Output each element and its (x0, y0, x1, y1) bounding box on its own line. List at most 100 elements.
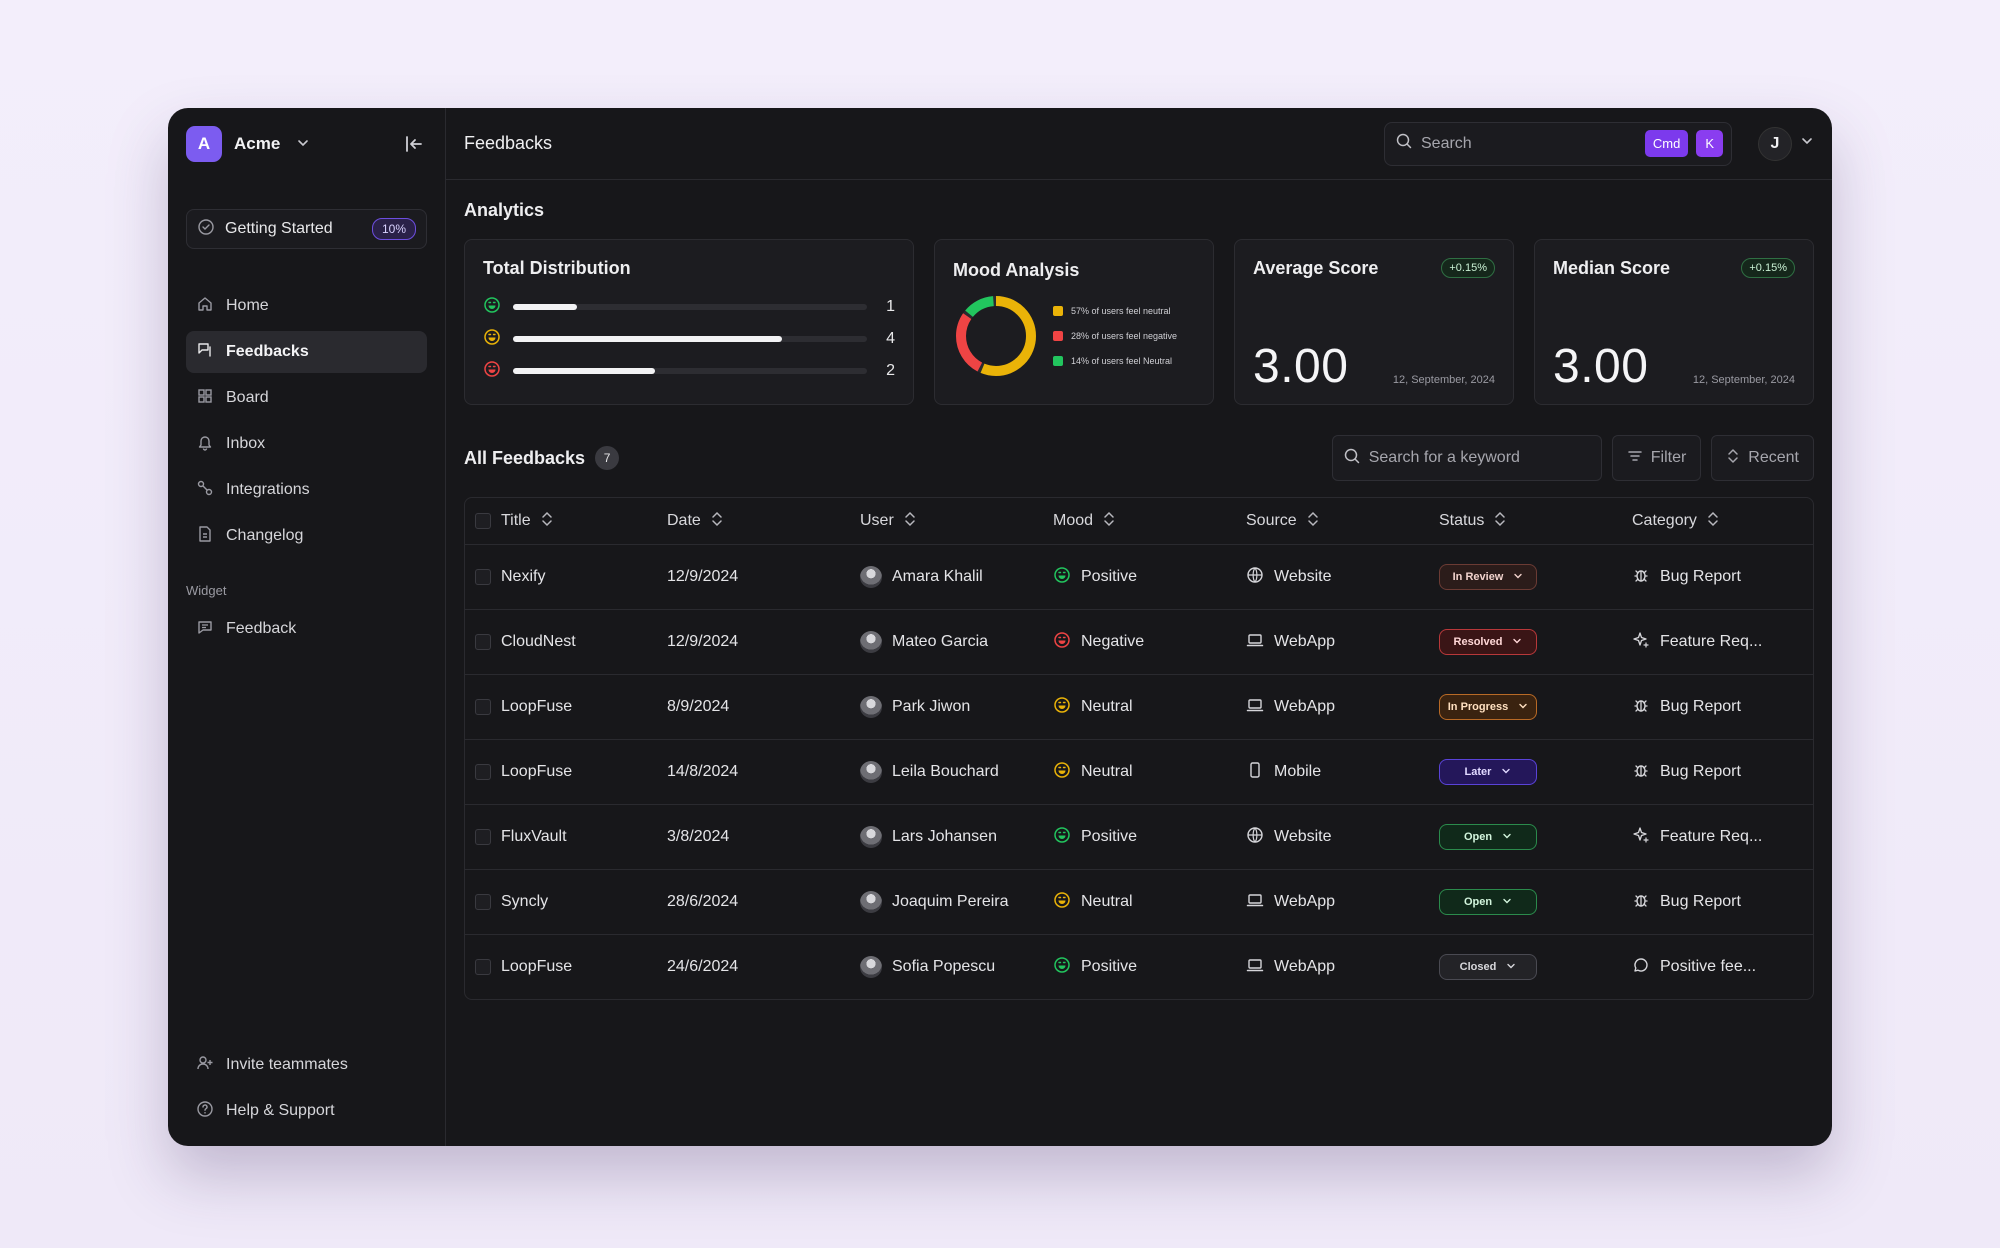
column-header-title[interactable]: Title (501, 511, 667, 532)
user-menu[interactable]: J (1758, 126, 1814, 161)
cell-mood: Positive (1053, 826, 1246, 849)
cell-mood: Negative (1053, 631, 1246, 654)
column-header-date[interactable]: Date (667, 511, 860, 532)
help-support-button[interactable]: Help & Support (186, 1090, 427, 1132)
table-row[interactable]: Syncly 28/6/2024 Joaquim Pereira Neutral Web… (465, 869, 1813, 934)
row-checkbox[interactable] (475, 699, 491, 715)
cell-mood: Neutral (1053, 696, 1246, 719)
sidebar-item-feedbacks[interactable]: Feedbacks (186, 331, 427, 373)
chevron-down-icon (1512, 636, 1522, 649)
row-checkbox-cell (465, 699, 501, 715)
invite-teammates-button[interactable]: Invite teammates (186, 1044, 427, 1086)
legend-swatch (1053, 306, 1063, 316)
sidebar-item-feedback-widget[interactable]: Feedback (186, 608, 427, 650)
feedbacks-table: Title Date User Mood Source Status Categ… (464, 497, 1814, 1000)
row-checkbox-cell (465, 569, 501, 585)
sidebar: A Acme Getting Started 10% Home (168, 108, 446, 1146)
mood-donut-chart (956, 296, 1036, 376)
status-dropdown[interactable]: Open (1439, 824, 1537, 850)
chevron-down-icon (1518, 701, 1528, 714)
category-text: Bug Report (1660, 698, 1741, 715)
sidebar-item-integrations[interactable]: Integrations (186, 469, 427, 511)
row-checkbox[interactable] (475, 894, 491, 910)
column-header-user[interactable]: User (860, 511, 1053, 532)
column-label: Mood (1053, 512, 1094, 529)
source-text: WebApp (1274, 698, 1336, 715)
workspace-switcher[interactable]: A Acme (186, 126, 310, 162)
status-dropdown[interactable]: In Progress (1439, 694, 1537, 720)
cell-date: 14/8/2024 (667, 763, 860, 781)
cell-source: Mobile (1246, 761, 1439, 784)
mood-text: Neutral (1081, 698, 1133, 715)
status-dropdown[interactable]: Open (1439, 889, 1537, 915)
column-label: Status (1439, 512, 1485, 529)
table-row[interactable]: LoopFuse 8/9/2024 Park Jiwon Neutral WebApp I… (465, 674, 1813, 739)
sidebar-item-home[interactable]: Home (186, 285, 427, 327)
cell-title: LoopFuse (501, 763, 667, 781)
distribution-value: 4 (886, 330, 895, 347)
negative-mood-icon (483, 360, 501, 383)
filter-label: Filter (1650, 449, 1687, 466)
distribution-row: 2 (483, 355, 895, 387)
status-dropdown[interactable]: In Review (1439, 564, 1537, 590)
avatar (860, 826, 882, 848)
column-header-mood[interactable]: Mood (1053, 511, 1246, 532)
sort-icon (1103, 511, 1115, 532)
column-header-status[interactable]: Status (1439, 511, 1632, 532)
sidebar-item-label: Feedback (226, 620, 297, 637)
laptop-icon (1246, 891, 1264, 914)
sort-button[interactable]: Recent (1711, 435, 1814, 481)
table-row[interactable]: FluxVault 3/8/2024 Lars Johansen Positive We… (465, 804, 1813, 869)
sidebar-item-board[interactable]: Board (186, 377, 427, 419)
column-header-source[interactable]: Source (1246, 511, 1439, 532)
column-header-category[interactable]: Category (1632, 511, 1813, 532)
cell-category: Bug Report (1632, 891, 1813, 914)
row-checkbox[interactable] (475, 569, 491, 585)
row-checkbox[interactable] (475, 634, 491, 650)
table-row[interactable]: LoopFuse 14/8/2024 Leila Bouchard Neutral Mo… (465, 739, 1813, 804)
cell-status: Closed (1439, 954, 1632, 980)
integrations-icon (196, 479, 214, 502)
distribution-row: 1 (483, 291, 895, 323)
sidebar-item-label: Home (226, 297, 269, 314)
main-nav: Home Feedbacks Board Inbox Integrations … (186, 285, 427, 557)
row-checkbox[interactable] (475, 829, 491, 845)
widget-nav: Feedback (186, 608, 427, 650)
cell-mood: Positive (1053, 956, 1246, 979)
mood-text: Positive (1081, 958, 1138, 975)
cell-user: Amara Khalil (860, 566, 1053, 588)
topbar: Feedbacks Search Cmd K J (446, 108, 1832, 180)
cell-user: Leila Bouchard (860, 761, 1053, 783)
status-dropdown[interactable]: Resolved (1439, 629, 1537, 655)
cell-category: Bug Report (1632, 566, 1813, 589)
status-dropdown[interactable]: Closed (1439, 954, 1537, 980)
table-row[interactable]: CloudNest 12/9/2024 Mateo Garcia Negative We… (465, 609, 1813, 674)
distribution-bar-fill (513, 336, 783, 342)
global-search-input[interactable]: Search Cmd K (1384, 121, 1732, 166)
collapse-sidebar-icon[interactable] (403, 133, 425, 155)
keyword-search-input[interactable]: Search for a keyword (1331, 435, 1602, 481)
chevron-down-icon (1513, 571, 1523, 584)
legend-label: 14% of users feel Neutral (1071, 356, 1173, 366)
cell-mood: Positive (1053, 566, 1246, 589)
avatar (860, 761, 882, 783)
filter-button[interactable]: Filter (1611, 435, 1702, 481)
table-row[interactable]: Nexify 12/9/2024 Amara Khalil Positive Websi… (465, 544, 1813, 609)
donut-slice-0 (956, 296, 1036, 376)
sidebar-item-changelog[interactable]: Changelog (186, 515, 427, 557)
select-all-checkbox[interactable] (475, 513, 491, 529)
cell-title: Syncly (501, 893, 667, 911)
status-dropdown[interactable]: Later (1439, 759, 1537, 785)
row-checkbox[interactable] (475, 959, 491, 975)
table-row[interactable]: LoopFuse 24/6/2024 Sofia Popescu Positive We… (465, 934, 1813, 999)
globe-icon (1246, 566, 1264, 589)
mood-text: Positive (1081, 828, 1138, 845)
row-checkbox[interactable] (475, 764, 491, 780)
sidebar-item-inbox[interactable]: Inbox (186, 423, 427, 465)
sidebar-bottom: Invite teammates Help & Support (186, 1044, 427, 1132)
mood-analysis-card: Mood Analysis 57% of users feel neutral … (934, 239, 1214, 405)
positive-mood-icon (1053, 826, 1071, 849)
cell-status: Resolved (1439, 629, 1632, 655)
getting-started-button[interactable]: Getting Started 10% (186, 209, 427, 249)
document-icon (196, 525, 214, 548)
